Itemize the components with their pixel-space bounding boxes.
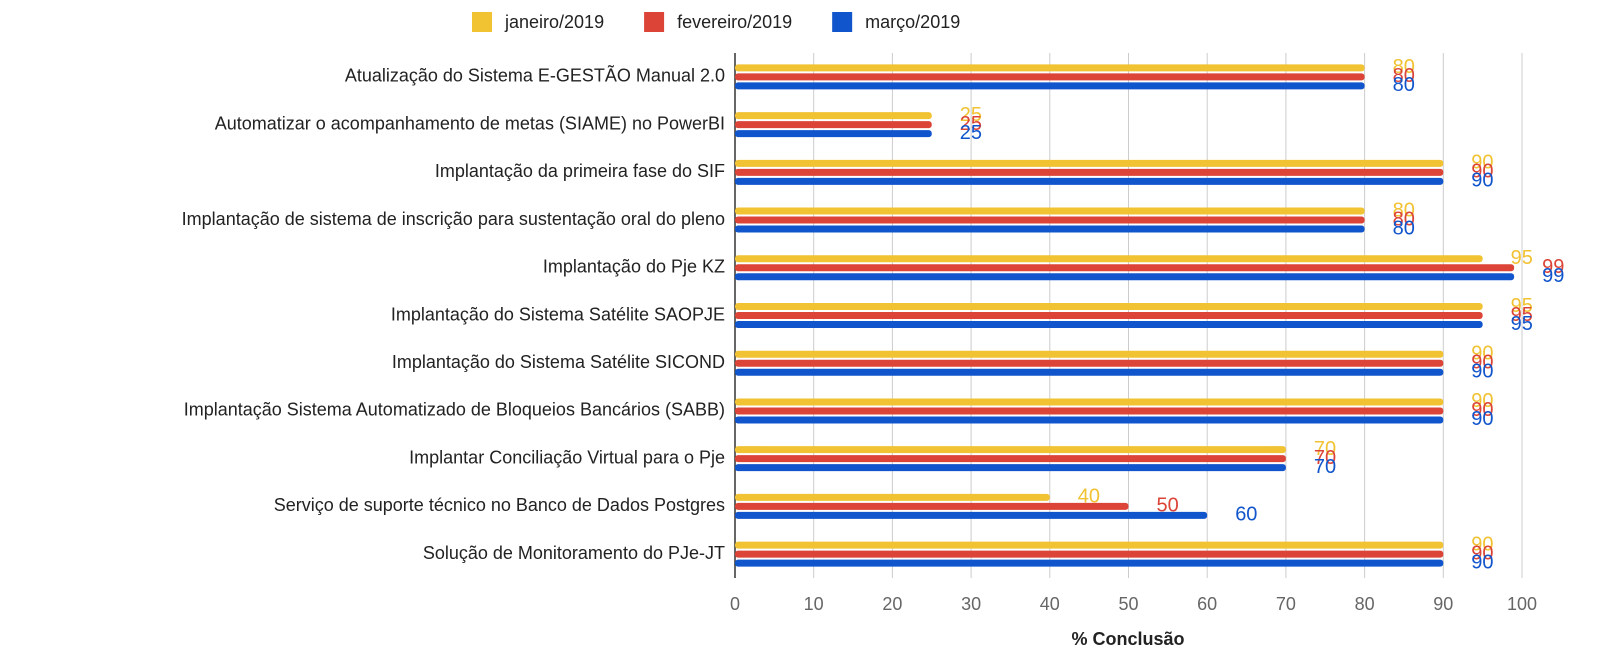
y-tick-label: Serviço de suporte técnico no Banco de D… (274, 495, 725, 515)
bar (735, 559, 1444, 567)
data-label: 90 (1471, 352, 1493, 374)
legend-label: fevereiro/2019 (677, 12, 792, 32)
x-tick-label: 70 (1276, 594, 1296, 614)
x-tick-label: 90 (1433, 594, 1453, 614)
bar (735, 502, 1129, 510)
data-label: 70 (1314, 438, 1336, 460)
bar (735, 73, 1365, 81)
bar (735, 130, 932, 138)
data-label: 80 (1393, 56, 1415, 78)
data-label: 40 (1078, 486, 1100, 508)
legend-swatch (472, 12, 492, 32)
x-tick-label: 10 (804, 594, 824, 614)
bar (735, 493, 1050, 501)
x-tick-label: 50 (1118, 594, 1138, 614)
data-label: 25 (960, 104, 982, 126)
x-tick-label: 30 (961, 594, 981, 614)
bar (735, 207, 1365, 215)
bar (735, 368, 1444, 376)
bar (735, 264, 1515, 272)
y-tick-label: Implantação do Sistema Satélite SICOND (392, 352, 725, 372)
bar (735, 112, 932, 120)
x-tick-label: 60 (1197, 594, 1217, 614)
bar (735, 303, 1483, 310)
data-label: 25 (960, 113, 982, 135)
x-tick-label: 40 (1040, 594, 1060, 614)
data-label: 90 (1471, 390, 1493, 412)
bar (735, 446, 1286, 454)
data-label: 70 (1314, 447, 1336, 469)
y-tick-label: Implantação de sistema de inscrição para… (182, 209, 725, 229)
y-tick-label: Implantar Conciliação Virtual para o Pje (409, 447, 725, 467)
data-label: 90 (1471, 551, 1493, 573)
data-label: 95 (1511, 304, 1533, 326)
bar (735, 321, 1483, 328)
bar (735, 550, 1444, 558)
bar (735, 511, 1208, 519)
data-label: 95 (1511, 313, 1533, 335)
data-label: 90 (1471, 542, 1493, 564)
data-label: 90 (1471, 152, 1493, 174)
data-label: 90 (1471, 399, 1493, 421)
data-label: 25 (960, 122, 982, 144)
bar (735, 541, 1444, 549)
bar (735, 464, 1286, 472)
x-tick-label: 80 (1355, 594, 1375, 614)
data-label: 90 (1471, 343, 1493, 365)
data-label: 95 (1511, 295, 1533, 317)
legend-label: janeiro/2019 (504, 12, 604, 32)
x-tick-label: 100 (1507, 594, 1537, 614)
bar (735, 350, 1444, 358)
y-tick-label: Atualização do Sistema E-GESTÃO Manual 2… (345, 65, 725, 86)
data-label: 90 (1471, 408, 1493, 430)
y-tick-label: Solução de Monitoramento do PJe-JT (423, 543, 725, 563)
data-label: 70 (1314, 456, 1336, 478)
legend-label: março/2019 (865, 12, 960, 32)
x-tick-label: 0 (730, 594, 740, 614)
data-label: 60 (1235, 504, 1257, 526)
bar (735, 64, 1365, 72)
bar (735, 416, 1444, 424)
legend-swatch (832, 12, 853, 32)
y-tick-label: Implantação da primeira fase do SIF (435, 161, 725, 181)
bar (735, 177, 1444, 185)
data-label: 90 (1471, 170, 1493, 192)
legend-swatch (644, 12, 665, 32)
bar (735, 407, 1444, 415)
data-label: 80 (1393, 208, 1415, 230)
data-label: 80 (1393, 65, 1415, 87)
bar (735, 312, 1483, 319)
data-label: 80 (1393, 199, 1415, 221)
y-tick-label: Automatizar o acompanhamento de metas (S… (215, 113, 725, 133)
bar (735, 216, 1365, 224)
data-label: 90 (1471, 361, 1493, 383)
data-label: 90 (1471, 533, 1493, 555)
bar (735, 255, 1483, 263)
data-label: 90 (1471, 161, 1493, 183)
data-label: 99 (1542, 256, 1564, 278)
y-tick-label: Implantação Sistema Automatizado de Bloq… (184, 400, 725, 420)
bar (735, 398, 1444, 406)
data-label: 50 (1157, 495, 1179, 517)
bar (735, 455, 1286, 463)
bar (735, 273, 1515, 281)
data-label: 99 (1542, 265, 1564, 287)
bar (735, 82, 1365, 90)
y-tick-label: Implantação do Sistema Satélite SAOPJE (391, 304, 725, 324)
x-tick-label: 20 (882, 594, 902, 614)
data-label: 95 (1511, 247, 1533, 269)
bar (735, 159, 1444, 167)
x-axis-label: % Conclusão (1071, 629, 1184, 649)
data-label: 80 (1393, 74, 1415, 96)
y-tick-label: Implantação do Pje KZ (543, 257, 725, 277)
bar (735, 225, 1365, 233)
bar (735, 359, 1444, 367)
data-label: 80 (1393, 217, 1415, 239)
bar (735, 168, 1444, 176)
bar (735, 121, 932, 129)
